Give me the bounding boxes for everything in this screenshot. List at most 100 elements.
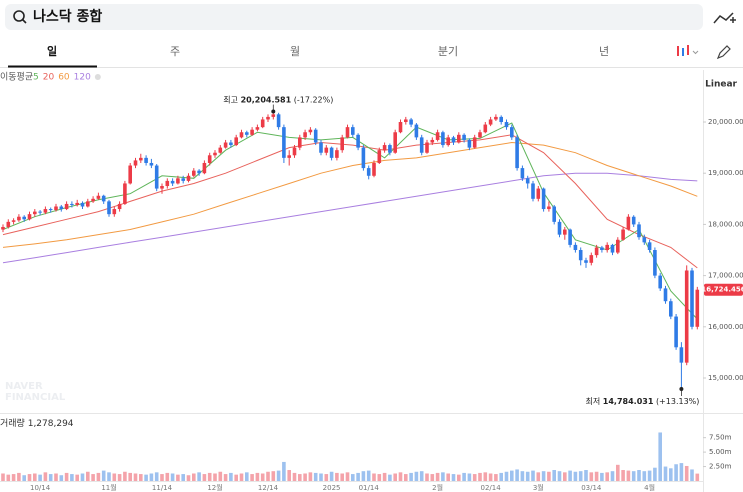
volume-bar [398,472,403,481]
candle-body [266,116,270,120]
volume-bar [213,473,217,481]
x-tick-label: 2025 [323,484,341,492]
tab[interactable]: 주 [170,45,180,58]
volume-bar [520,471,525,481]
volume-bar [123,471,127,481]
volume-bar [690,469,694,481]
candle-body [329,147,334,158]
annotation: 최저 14,784.031 (+13.13%) [586,396,700,406]
volume-bar [409,472,413,481]
x-tick-label: 03/14 [581,484,602,492]
volume-bar [64,472,69,481]
volume-bar [22,475,26,481]
annotation: 최고 20,204.581 (-17.22%) [223,94,333,104]
annotation-dot [271,109,276,114]
candle-body [377,150,382,163]
candle-body [594,247,599,256]
candle-body [494,116,498,120]
candle-body [361,147,366,169]
volume-bar [107,472,111,481]
scale-mode[interactable]: Linear [705,80,737,90]
x-tick-label: 02/14 [481,484,502,492]
annotation-label: 최고 [223,94,238,104]
volume-bar [197,472,201,481]
candle-body [218,147,223,153]
volume-bar [48,474,53,481]
candle-body [107,201,111,215]
volume-bar [658,432,662,481]
volume-bar [404,474,408,481]
candle-body [117,203,122,210]
candle-body [637,224,641,238]
volume-tick-label: 5.00m [709,448,732,456]
candle-body [96,195,101,199]
volume-bar [96,472,101,481]
candle-body [133,160,138,166]
volume-title: 거래량 1,278,294 [0,417,74,429]
candle-body [292,147,297,156]
candle-body [531,183,535,199]
candle-body [11,220,16,222]
volume-bar [324,474,329,481]
volume-bar [568,470,572,481]
candle-body [351,127,355,135]
volume-bar [446,473,450,481]
candle-body [425,142,429,153]
volume-tick-label: 2.50m [709,463,732,471]
candle-body [192,170,196,176]
volume-bar [154,472,159,481]
watermark: FINANCIAL [5,392,66,403]
y-tick-label: 19,000.000 [708,169,743,177]
candle-body [202,162,207,174]
candle-body [234,137,238,146]
search-box[interactable] [5,4,703,30]
volume-bar [207,472,212,481]
volume-bar [340,473,344,481]
volume-bar [547,471,551,481]
last-price-box [704,283,743,296]
candle-body [54,206,58,211]
candle-body [356,134,360,148]
tab[interactable]: 년 [599,45,609,58]
volume-bar [589,472,594,481]
tab[interactable]: 분기 [438,45,458,58]
candle-body [393,132,397,153]
tab[interactable]: 일 [47,44,57,58]
legend-entry: 20 [43,73,55,83]
candle-body [22,216,26,220]
candle-body [239,132,244,138]
volume-bar [695,473,700,481]
edit-icon[interactable] [716,45,731,60]
candle-body [504,122,509,128]
volume-bar [329,471,334,481]
candle-body [170,180,175,184]
volume-bar [139,474,143,481]
candle-body [642,237,647,243]
compare-icon[interactable] [713,12,734,24]
volume-bar [11,474,16,481]
volume-bar [467,473,472,481]
volume-bar [621,470,625,481]
volume-bar [133,473,138,481]
volume-bar [186,475,191,481]
candle-body [70,203,74,205]
search-icon [13,10,25,22]
candle-body [287,155,291,158]
candle-type-icon[interactable] [677,46,679,56]
legend-entry: 5 [33,73,39,83]
x-tick-label: 11월 [101,483,116,492]
volume-bar [626,470,631,481]
candle-body [282,127,286,158]
volume-bar [441,472,445,481]
x-tick-label: 2월 [432,483,443,492]
volume-bar [674,464,678,481]
volume-bar [266,471,270,481]
volume-bar [366,470,371,481]
volume-bar [345,472,350,481]
tab[interactable]: 월 [290,45,300,58]
candle-body [276,114,281,128]
y-tick-label: 15,000.000 [708,374,743,382]
search-query[interactable]: 나스닥 종합 [33,8,102,25]
volume-bar [435,472,440,481]
